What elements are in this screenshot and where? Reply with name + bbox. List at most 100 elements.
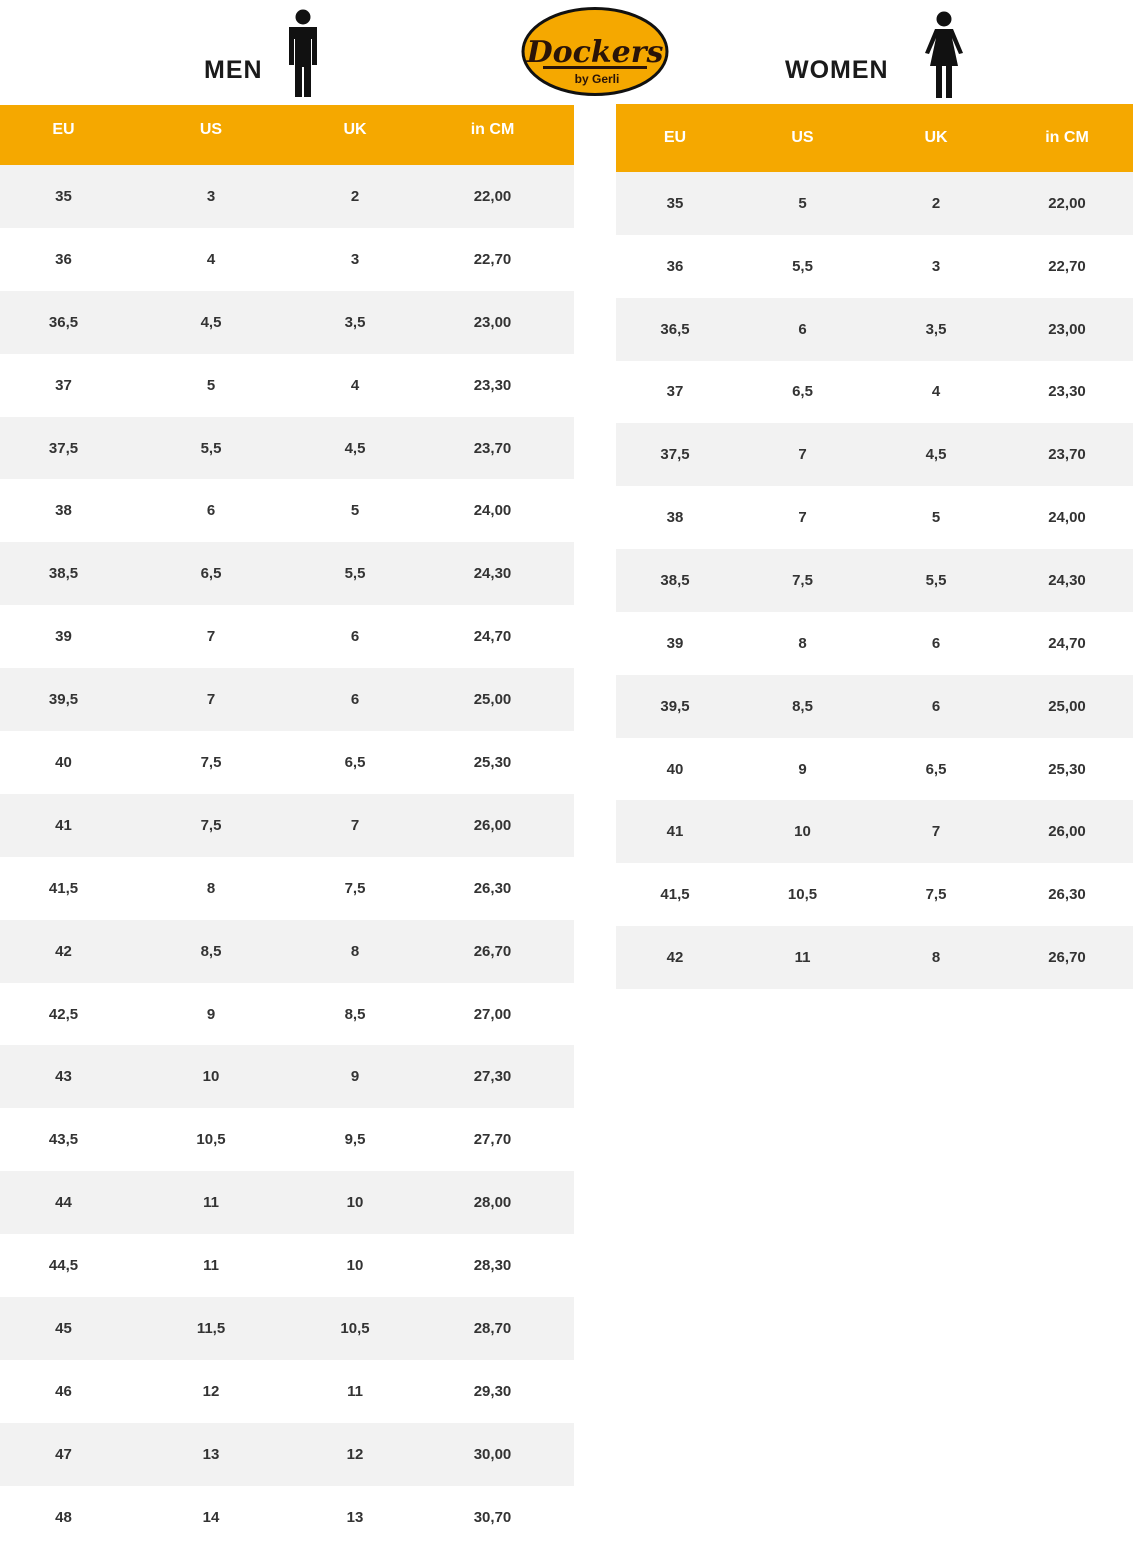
table-cell: 9: [798, 760, 807, 778]
table-cell: 48: [55, 1508, 72, 1526]
table-cell: 8,5: [344, 1005, 366, 1023]
table-row: 47 13 12 30,00: [0, 1422, 574, 1486]
table-cell: 7,5: [925, 886, 947, 904]
table-row: 36,5 4,5 3,5 23,00: [0, 290, 574, 354]
table-cell: 7: [931, 823, 941, 841]
table-cell: 4,5: [200, 313, 222, 331]
table-cell: 26,70: [1048, 949, 1086, 967]
table-row: 37,5 5,5 4,5 23,70: [0, 416, 574, 480]
table-cell: 41: [666, 823, 684, 841]
table-cell: 9: [206, 1005, 216, 1023]
table-row: 38,5 7,5 5,5 24,30: [616, 549, 1133, 612]
table-cell: 6: [206, 502, 216, 520]
table-cell: 8: [931, 949, 941, 967]
table-cell: 11: [347, 1382, 363, 1400]
table-cell: 10: [346, 1194, 364, 1212]
table-cell: 25,00: [1048, 697, 1086, 715]
table-cell: 24,70: [473, 628, 512, 646]
table-cell: 28,70: [473, 1319, 512, 1337]
table-cell: 11,5: [196, 1319, 226, 1337]
woman-icon: [925, 11, 963, 98]
table-cell: 30,00: [473, 1445, 512, 1463]
table-cell: 37,5: [660, 446, 690, 464]
table-row: 38 7 5 24,00: [616, 486, 1133, 549]
table-row: 48 14 13 30,70: [0, 1486, 574, 1549]
table-cell: 7: [206, 691, 216, 709]
table-cell: 37: [55, 376, 72, 394]
table-cell: 45: [55, 1319, 72, 1337]
table-cell: 40: [666, 760, 684, 778]
table-cell: 3,5: [344, 313, 366, 331]
table-cell: 25,30: [473, 753, 512, 771]
table-cell: 27,30: [473, 1068, 512, 1086]
table-row: 38,5 6,5 5,5 24,30: [0, 542, 574, 606]
table-cell: 41: [55, 816, 72, 834]
table-cell: 23,00: [473, 313, 512, 331]
column-header: UK: [924, 129, 948, 146]
table-cell: 8: [798, 634, 807, 652]
table-row: 35 3 2 22,00: [0, 165, 574, 228]
table-cell: 6,5: [344, 753, 366, 771]
table-cell: 6: [931, 697, 941, 715]
women-size-table: EU US UK in CM 35 5 2 22,00 36 5,5 3 22,70 36,5 6 3,5 2…: [616, 104, 1133, 989]
table-row: 37 6,5 4 23,30: [616, 361, 1133, 424]
table-cell: 5: [931, 509, 941, 527]
table-cell: 4,5: [925, 446, 947, 464]
table-cell: 44: [55, 1194, 72, 1212]
table-cell: 11: [794, 949, 811, 967]
table-cell: 36: [666, 257, 684, 275]
table-row: 36 5,5 3 22,70: [616, 235, 1133, 298]
table-cell: 38: [55, 502, 72, 520]
column-header: US: [199, 121, 223, 138]
table-row: 46 12 11 29,30: [0, 1360, 574, 1423]
table-cell: 43: [55, 1068, 72, 1086]
table-cell: 14: [202, 1508, 220, 1526]
table-cell: 7: [206, 628, 216, 646]
table-row: 42 8,5 8 26,70: [0, 919, 574, 983]
table-cell: 2: [350, 187, 360, 205]
table-cell: 5: [206, 376, 216, 394]
table-cell: 5: [350, 502, 360, 520]
svg-text:Dockers: Dockers: [526, 35, 664, 70]
table-cell: 26,30: [1048, 886, 1086, 904]
table-row: 44,5 11 10 28,30: [0, 1234, 574, 1297]
table-cell: 38: [666, 509, 684, 527]
table-cell: 22,00: [473, 187, 512, 205]
table-cell: 47: [55, 1445, 72, 1463]
table-cell: 11: [203, 1257, 219, 1275]
table-cell: 11: [203, 1194, 219, 1212]
table-header: EU US UK in CM: [0, 105, 574, 165]
column-header: in CM: [1045, 129, 1089, 146]
table-row: 42,5 9 8,5 27,00: [0, 983, 574, 1046]
table-cell: 10,5: [787, 886, 818, 904]
table-cell: 23,70: [473, 439, 512, 457]
table-cell: 36,5: [48, 313, 79, 331]
table-cell: 41,5: [660, 886, 690, 904]
table-cell: 6: [798, 320, 807, 338]
table-row: 45 11,5 10,5 28,70: [0, 1297, 574, 1360]
table-cell: 3: [206, 187, 216, 205]
table-cell: 38,5: [660, 571, 690, 589]
column-header: UK: [343, 121, 367, 138]
table-row: 39,5 7 6 25,00: [0, 668, 574, 732]
table-cell: 23,30: [1048, 383, 1086, 401]
table-cell: 42,5: [48, 1005, 79, 1023]
table-cell: 5,5: [925, 571, 947, 589]
table-cell: 3,5: [925, 320, 947, 338]
table-cell: 42: [55, 942, 72, 960]
table-cell: 13: [346, 1508, 364, 1526]
table-cell: 41,5: [48, 879, 79, 897]
table-row: 35 5 2 22,00: [616, 172, 1133, 235]
table-cell: 24,30: [1048, 571, 1086, 589]
table-cell: 39: [666, 634, 684, 652]
table-cell: 25,00: [473, 691, 512, 709]
table-cell: 9,5: [344, 1131, 366, 1149]
table-cell: 6,5: [792, 383, 813, 401]
table-row: 37 5 4 23,30: [0, 354, 574, 417]
table-cell: 5: [798, 194, 807, 212]
table-row: 38 6 5 24,00: [0, 479, 574, 542]
table-row: 36,5 6 3,5 23,00: [616, 297, 1133, 361]
table-row: 41 7,5 7 26,00: [0, 793, 574, 857]
table-cell: 8,5: [200, 942, 222, 960]
table-cell: 6: [931, 634, 941, 652]
